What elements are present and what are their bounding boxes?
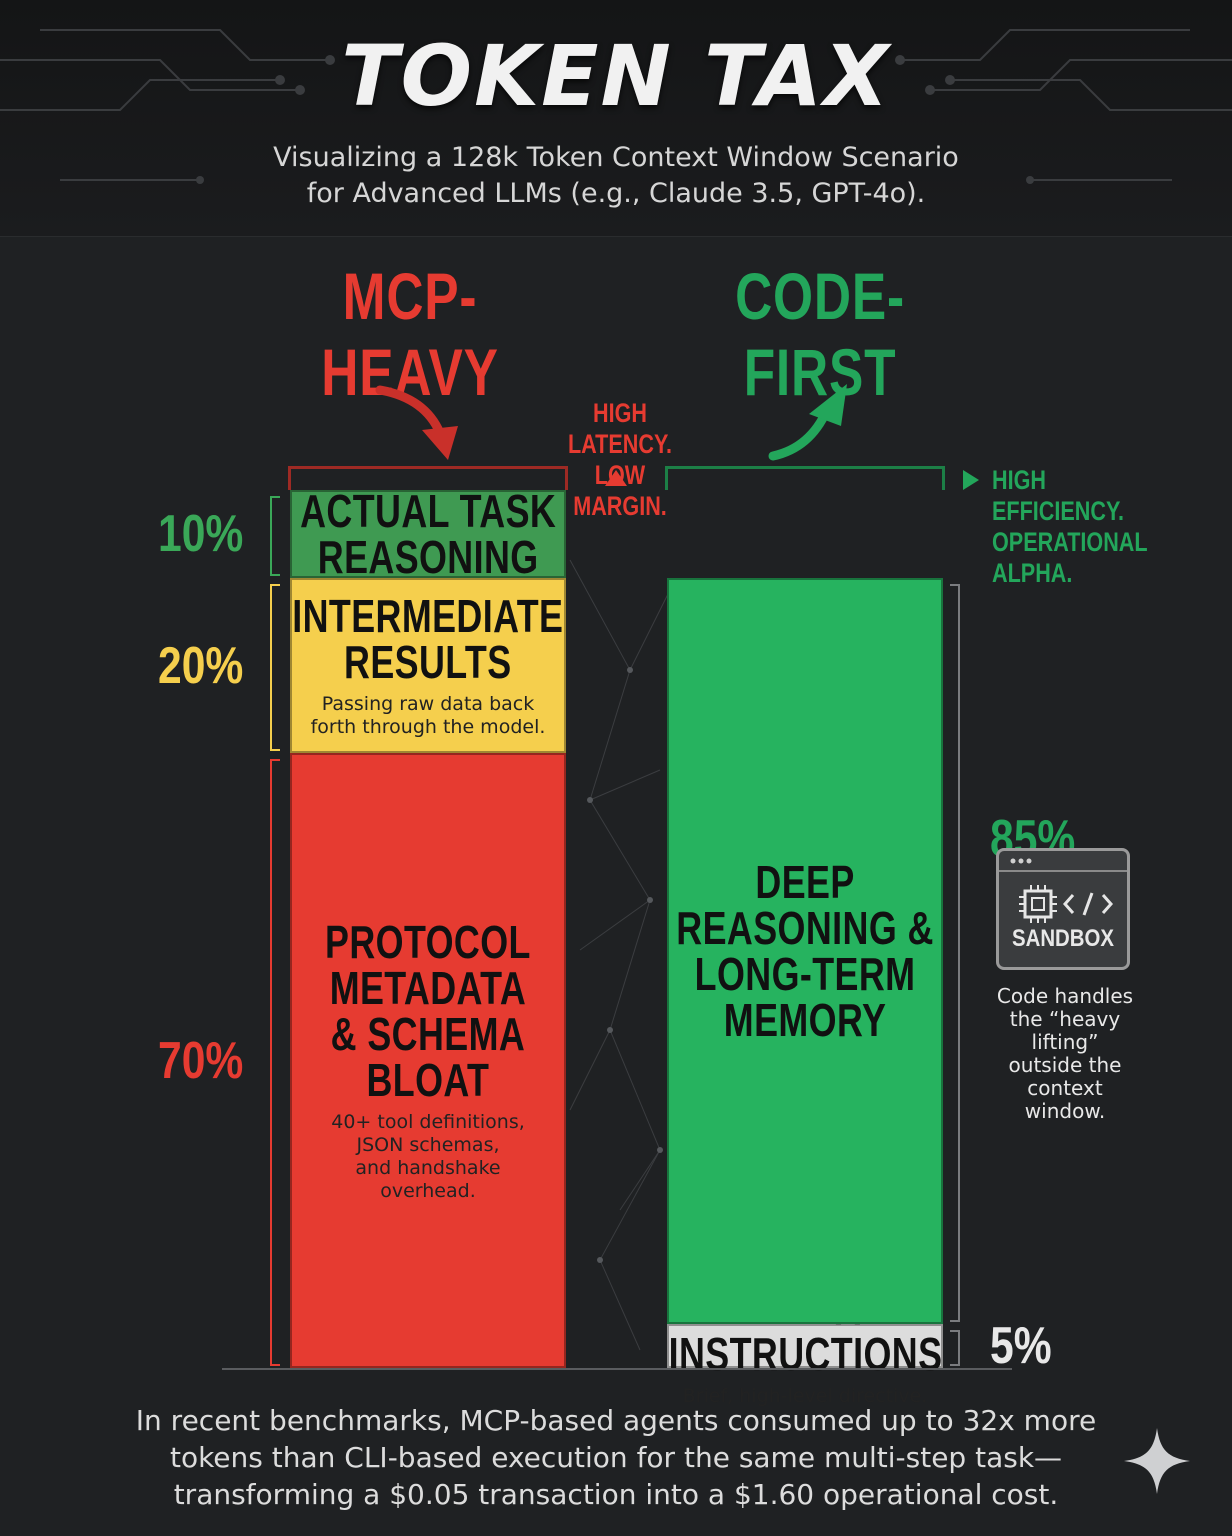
circuit-pattern: [0, 29, 1232, 184]
subtitle-text: Visualizing a 128k Token Context Window …: [273, 142, 959, 209]
page-subtitle: Visualizing a 128k Token Context Window …: [236, 140, 996, 212]
sparkle-icon: [1124, 1428, 1190, 1494]
segment-value-label: 5%: [990, 1317, 1052, 1376]
bar-segment-0-0: PROTOCOL METADATA & SCHEMA BLOAT 40+ tool…: [290, 753, 566, 1368]
code-bar-cap: [665, 466, 945, 490]
chip-code-icon: [999, 858, 1127, 923]
bar-segment-1-1: DEEP REASONING & LONG-TERM MEMORY: [667, 577, 943, 1325]
segment-bracket: [270, 496, 280, 576]
sandbox-label: SANDBOX: [1011, 925, 1114, 952]
segment-value-label: 70%: [158, 1031, 244, 1090]
sandbox-card: SANDBOX: [996, 848, 1130, 970]
segment-value-label: 20%: [158, 636, 244, 695]
efficiency-note: HIGH EFFICIENCY. OPERATIONAL ALPHA.: [992, 465, 1148, 588]
header-banner: TOKEN TAX Visualizing a 128k Token Conte…: [0, 0, 1232, 237]
segment-value-label: 10%: [158, 504, 244, 563]
segment-label: INTERMEDIATE RESULTS: [292, 589, 564, 688]
segment-label: ACTUAL TASK REASONING: [299, 484, 557, 583]
segment-sublabel: Brief, high-level directive.: [682, 1384, 928, 1407]
code-first-heading: CODE-FIRST: [735, 259, 905, 409]
sandbox-note: Code handles the “heavy lifting” outside…: [996, 984, 1134, 1123]
segment-bracket: [950, 583, 960, 1323]
latency-note: HIGH LATENCY. LOW MARGIN.: [567, 398, 672, 521]
triangle-right-icon: [963, 470, 979, 490]
chart-baseline: [222, 1368, 1012, 1370]
segment-label: DEEP REASONING & LONG-TERM MEMORY: [676, 855, 934, 1046]
segment-label: PROTOCOL METADATA & SCHEMA BLOAT: [325, 915, 531, 1106]
triangle-up-icon: [605, 470, 627, 486]
bar-segment-0-1: INTERMEDIATE RESULTS Passing raw data bac…: [290, 577, 566, 754]
mcp-bar-cap: [288, 466, 568, 490]
bar-segment-0-2: ACTUAL TASK REASONING: [290, 484, 566, 583]
segment-sublabel: Passing raw data back forth through the …: [310, 692, 546, 738]
segment-bracket: [270, 583, 280, 752]
network-decoration: [569, 559, 671, 1351]
segment-bracket: [950, 1330, 960, 1366]
page-title: TOKEN TAX: [341, 27, 891, 125]
arrow-up-green-icon: [768, 384, 847, 461]
footer-text: In recent benchmarks, MCP-based agents c…: [135, 1404, 1097, 1511]
arrow-down-red-icon: [375, 385, 458, 460]
segment-bracket: [270, 759, 280, 1366]
segment-sublabel: 40+ tool definitions, JSON schemas, and …: [331, 1110, 525, 1202]
